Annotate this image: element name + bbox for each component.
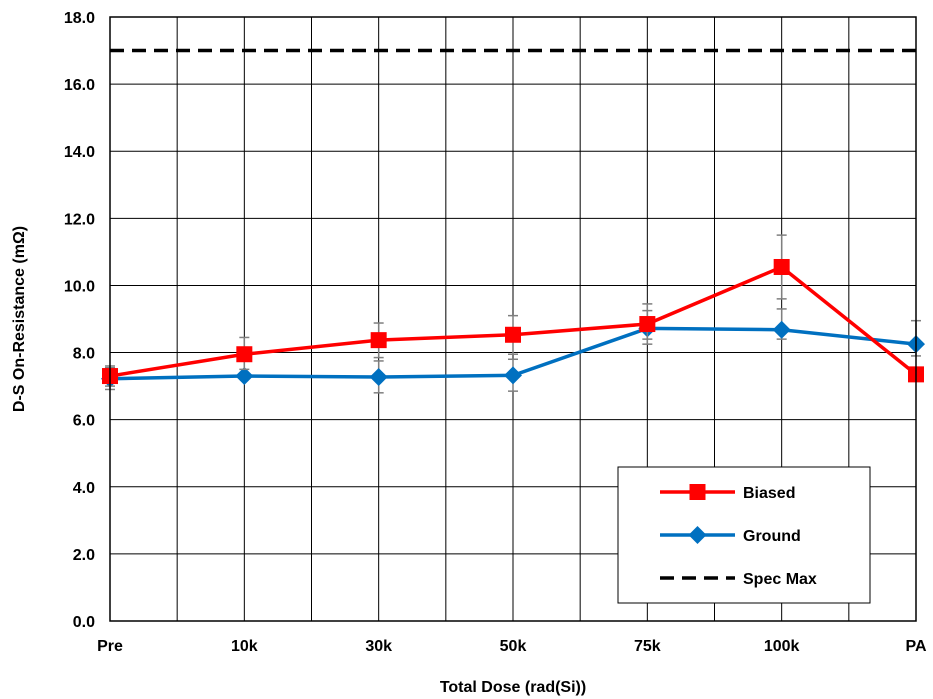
plot-frame — [109, 16, 917, 622]
series-biased — [102, 234, 924, 387]
x-tick-label: 100k — [764, 638, 800, 655]
y-tick-label: 8.0 — [73, 346, 95, 363]
series-layer — [101, 48, 925, 394]
ground-marker — [688, 526, 707, 544]
biased-marker — [505, 326, 521, 343]
ground-marker — [504, 366, 522, 385]
y-tick-label: 10.0 — [64, 278, 95, 295]
y-tick-label: 4.0 — [73, 480, 95, 497]
y-tick-label: 18.0 — [64, 10, 95, 27]
biased-marker — [236, 346, 253, 363]
y-tick-label: 16.0 — [64, 77, 95, 94]
tick-labels: 0.0 2.0 4.0 6.0 8.0 10.0 12.0 14.0 16.0 18.0 Pre 10… — [64, 10, 927, 655]
biased-marker — [370, 332, 387, 349]
y-tick-label: 14.0 — [64, 144, 95, 161]
x-tick-label: PA — [905, 638, 926, 655]
biased-marker — [689, 484, 706, 500]
legend: Biased Ground Spec Max — [617, 466, 871, 604]
x-tick-label: 75k — [634, 638, 661, 655]
x-axis-title: Total Dose (rad(Si)) — [440, 679, 586, 696]
legend-label: Biased — [743, 485, 795, 502]
x-tick-label: Pre — [97, 638, 123, 655]
biased-marker — [773, 258, 790, 275]
biased-marker — [639, 316, 656, 333]
y-tick-label: 6.0 — [73, 413, 95, 430]
y-tick-label: 12.0 — [64, 211, 95, 228]
x-tick-label: 10k — [231, 638, 258, 655]
legend-label: Spec Max — [743, 571, 817, 588]
ground-marker — [235, 367, 254, 386]
legend-item: Spec Max — [660, 571, 817, 588]
legend-item: Ground — [660, 526, 801, 545]
legend-item: Biased — [660, 484, 795, 502]
y-tick-label: 0.0 — [73, 614, 95, 631]
ground-marker — [772, 320, 791, 339]
legend-label: Ground — [743, 528, 801, 545]
ground-marker — [369, 368, 388, 387]
y-tick-label: 2.0 — [73, 547, 95, 564]
x-tick-label: 50k — [500, 638, 527, 655]
x-tick-label: 30k — [365, 638, 392, 655]
y-axis-title: D-S On-Resistance (mΩ) — [11, 226, 28, 412]
